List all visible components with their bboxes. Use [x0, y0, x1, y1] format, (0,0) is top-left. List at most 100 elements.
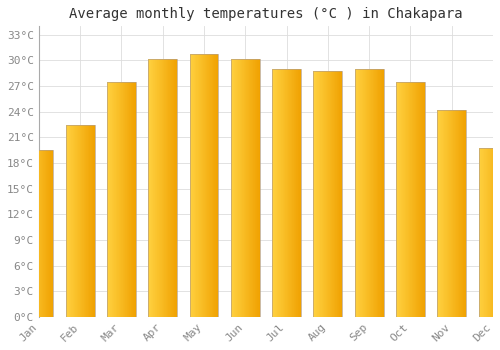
Bar: [291, 69, 292, 317]
Bar: [73, 125, 74, 317]
Bar: [28, 150, 29, 317]
Bar: [316, 71, 317, 317]
Bar: [322, 71, 324, 317]
Bar: [156, 59, 157, 317]
Bar: [155, 59, 156, 317]
Bar: [150, 59, 151, 317]
Bar: [255, 59, 256, 317]
Bar: [231, 59, 232, 317]
Bar: [424, 82, 425, 317]
Bar: [287, 69, 288, 317]
Bar: [402, 82, 403, 317]
Bar: [46, 150, 47, 317]
Bar: [68, 125, 69, 317]
Bar: [378, 69, 379, 317]
Bar: [383, 69, 384, 317]
Bar: [357, 69, 358, 317]
Bar: [171, 59, 172, 317]
Bar: [485, 148, 486, 317]
Bar: [166, 59, 168, 317]
Bar: [161, 59, 162, 317]
Bar: [479, 148, 480, 317]
Bar: [371, 69, 372, 317]
Bar: [370, 69, 371, 317]
Bar: [176, 59, 177, 317]
Bar: [149, 59, 150, 317]
Bar: [132, 82, 133, 317]
Bar: [72, 125, 73, 317]
Bar: [478, 148, 500, 317]
Bar: [284, 69, 285, 317]
Bar: [157, 59, 158, 317]
Bar: [337, 71, 338, 317]
Bar: [368, 69, 369, 317]
Bar: [272, 69, 301, 317]
Bar: [199, 55, 200, 317]
Bar: [208, 55, 209, 317]
Bar: [128, 82, 129, 317]
Bar: [243, 59, 244, 317]
Bar: [323, 71, 324, 317]
Bar: [107, 82, 136, 317]
Bar: [336, 71, 337, 317]
Bar: [408, 82, 409, 317]
Bar: [296, 69, 297, 317]
Bar: [340, 71, 341, 317]
Bar: [39, 150, 40, 317]
Bar: [483, 148, 484, 317]
Bar: [481, 148, 482, 317]
Bar: [30, 150, 31, 317]
Bar: [406, 82, 407, 317]
Bar: [447, 110, 448, 317]
Bar: [448, 110, 449, 317]
Bar: [174, 59, 175, 317]
Bar: [110, 82, 111, 317]
Bar: [42, 150, 43, 317]
Bar: [233, 59, 234, 317]
Bar: [412, 82, 413, 317]
Bar: [494, 148, 495, 317]
Bar: [419, 82, 420, 317]
Bar: [364, 69, 365, 317]
Bar: [196, 55, 197, 317]
Bar: [70, 125, 71, 317]
Bar: [92, 125, 93, 317]
Bar: [200, 55, 201, 317]
Bar: [289, 69, 290, 317]
Title: Average monthly temperatures (°C ) in Chakapara: Average monthly temperatures (°C ) in Ch…: [69, 7, 462, 21]
Bar: [461, 110, 462, 317]
Bar: [488, 148, 489, 317]
Bar: [331, 71, 332, 317]
Bar: [148, 59, 149, 317]
Bar: [457, 110, 458, 317]
Bar: [329, 71, 330, 317]
Bar: [315, 71, 316, 317]
Bar: [314, 71, 342, 317]
Bar: [495, 148, 496, 317]
Bar: [127, 82, 128, 317]
Bar: [362, 69, 363, 317]
Bar: [160, 59, 161, 317]
Bar: [67, 125, 68, 317]
Bar: [418, 82, 419, 317]
Bar: [462, 110, 463, 317]
Bar: [439, 110, 440, 317]
Bar: [209, 55, 210, 317]
Bar: [238, 59, 239, 317]
Bar: [454, 110, 456, 317]
Bar: [213, 55, 214, 317]
Bar: [372, 69, 374, 317]
Bar: [361, 69, 362, 317]
Bar: [170, 59, 171, 317]
Bar: [276, 69, 277, 317]
Bar: [168, 59, 169, 317]
Bar: [246, 59, 247, 317]
Bar: [251, 59, 252, 317]
Bar: [231, 59, 260, 317]
Bar: [162, 59, 164, 317]
Bar: [152, 59, 153, 317]
Bar: [45, 150, 46, 317]
Bar: [274, 69, 275, 317]
Bar: [74, 125, 75, 317]
Bar: [421, 82, 422, 317]
